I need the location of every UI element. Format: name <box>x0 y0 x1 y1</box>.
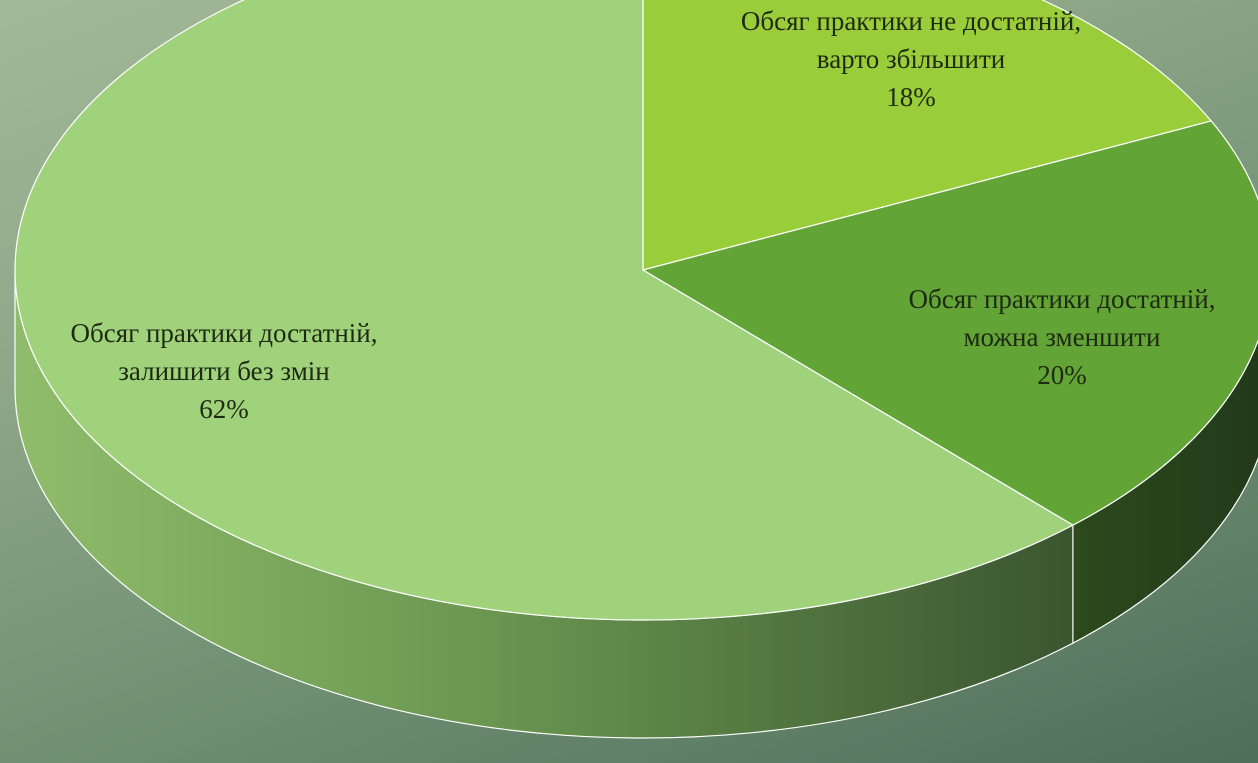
slice-value-label: 20% <box>1037 360 1087 390</box>
slice-label-no-change: Обсяг практики достатній, залишити без з… <box>24 314 424 428</box>
slice-label-line2: залишити без змін <box>118 356 330 386</box>
slice-label-line1: Обсяг практики не достатній, <box>740 6 1082 36</box>
slice-label-line2: можна зменшити <box>963 322 1161 352</box>
slice-value-label: 18% <box>886 82 936 112</box>
slice-label-line1: Обсяг практики достатній, <box>70 318 378 348</box>
pie-slice-0 <box>642 0 1213 271</box>
pie-slice-2 <box>14 0 1075 621</box>
slice-label-increase: Обсяг практики не достатній, варто збіль… <box>696 2 1126 116</box>
slice-label-line1: Обсяг практики достатній, <box>908 284 1216 314</box>
slice-label-line2: варто збільшити <box>816 44 1006 74</box>
pie-slice-1 <box>641 120 1258 526</box>
slice-value-label: 62% <box>199 394 249 424</box>
slice-label-decrease: Обсяг практики достатній, можна зменшити… <box>862 280 1258 394</box>
